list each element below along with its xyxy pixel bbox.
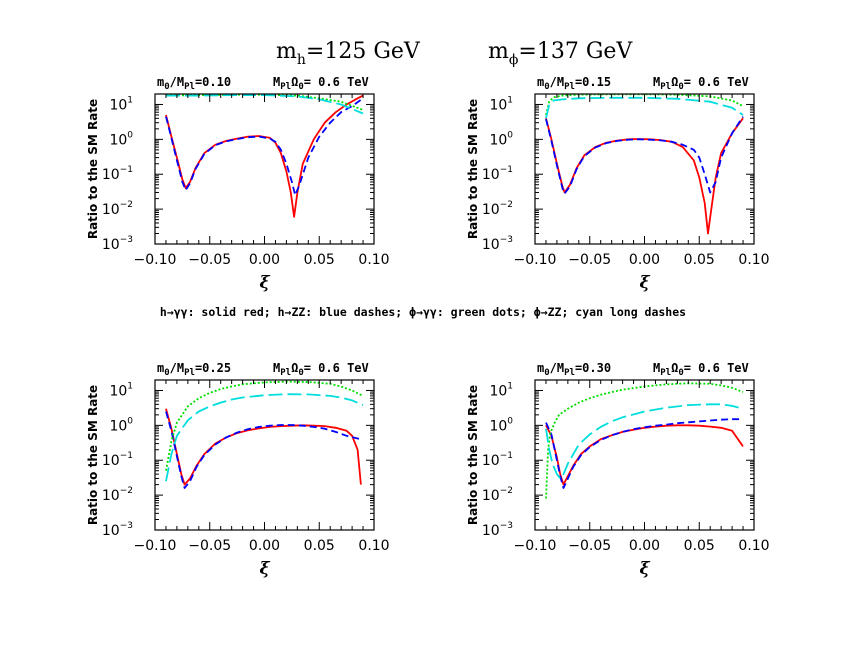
x-axis-label: ξ xyxy=(639,273,650,293)
x-tick-label: −0.05 xyxy=(568,252,611,268)
panel-4: −0.10 −0.05 0.00 0.05 0.10 10−3 10−2 10−1 100 101… xyxy=(466,361,770,579)
figure-title-left: mh=125 GeV xyxy=(276,39,421,68)
series-h-zz xyxy=(545,418,743,489)
series-h-gg xyxy=(545,424,744,486)
panel-title: m0/MPl=0.10 xyxy=(157,75,231,92)
x-tick-label: 0.05 xyxy=(684,538,715,554)
panel-title: m0/MPl=0.30 xyxy=(537,361,611,378)
plot-frame xyxy=(154,93,375,245)
y-tick-label: 10−1 xyxy=(482,451,513,469)
series-phi-zz xyxy=(545,403,744,480)
y-tick-label: 10−3 xyxy=(482,235,513,253)
x-tick-label: 0.00 xyxy=(629,252,660,268)
y-tick-label: 10−2 xyxy=(482,200,513,218)
x-axis-label: ξ xyxy=(259,273,270,293)
x-tick-label: −0.10 xyxy=(134,538,177,554)
y-tick-label: 10−2 xyxy=(102,486,133,504)
legend-text: h→γγ: solid red; h→ZZ: blue dashes; ϕ→γγ… xyxy=(160,305,686,319)
x-tick-label: −0.10 xyxy=(134,252,177,268)
panel-1: −0.10 −0.05 0.00 0.05 0.10 10−3 10−2 10−1 100 101… xyxy=(86,75,390,293)
plot-frame xyxy=(534,379,755,531)
y-axis-label: Ratio to the SM Rate xyxy=(466,385,480,525)
series-h-zz xyxy=(165,411,364,489)
y-tick-label: 10−3 xyxy=(102,521,133,539)
y-tick-label: 10−3 xyxy=(482,521,513,539)
panel-parameter: MPlΩ0= 0.6 TeV xyxy=(653,75,749,92)
panel-2: −0.10 −0.05 0.00 0.05 0.10 10−3 10−2 10−1 100 101… xyxy=(466,75,770,293)
x-tick-label: 0.10 xyxy=(358,538,389,554)
x-tick-label: −0.05 xyxy=(568,538,611,554)
x-tick-label: 0.05 xyxy=(684,252,715,268)
series-phi-gg xyxy=(545,382,744,499)
x-tick-label: 0.05 xyxy=(304,252,335,268)
x-tick-label: 0.10 xyxy=(358,252,389,268)
series-phi-zz xyxy=(165,393,364,482)
panels: −0.10 −0.05 0.00 0.05 0.10 10−3 10−2 10−1 100 101… xyxy=(86,75,770,579)
x-axis-label: ξ xyxy=(639,559,650,579)
x-tick-label: 0.00 xyxy=(249,252,280,268)
plot-frame xyxy=(154,379,375,531)
x-tick-label: −0.10 xyxy=(514,538,557,554)
y-tick-label: 10−2 xyxy=(482,486,513,504)
y-axis-label: Ratio to the SM Rate xyxy=(86,99,100,239)
y-tick-label: 10−1 xyxy=(102,165,133,183)
y-axis-label: Ratio to the SM Rate xyxy=(86,385,100,525)
y-axis-label: Ratio to the SM Rate xyxy=(466,99,480,239)
series-h-gg xyxy=(165,94,364,218)
panel-title: m0/MPl=0.15 xyxy=(537,75,611,92)
x-tick-label: 0.00 xyxy=(629,538,660,554)
y-tick-label: 10−1 xyxy=(482,165,513,183)
x-tick-label: 0.00 xyxy=(249,538,280,554)
panel-3: −0.10 −0.05 0.00 0.05 0.10 10−3 10−2 10−1 100 101… xyxy=(86,361,390,579)
panel-parameter: MPlΩ0= 0.6 TeV xyxy=(273,75,369,92)
series-phi-gg xyxy=(545,94,744,116)
series-phi-gg xyxy=(165,380,364,471)
y-tick-label: 100 xyxy=(489,416,513,434)
panel-parameter: MPlΩ0= 0.6 TeV xyxy=(273,361,369,378)
plot-frame xyxy=(534,93,755,245)
series-h-gg xyxy=(165,408,362,486)
y-tick-label: 101 xyxy=(109,95,133,113)
y-tick-label: 100 xyxy=(109,130,133,148)
x-tick-label: −0.05 xyxy=(188,252,231,268)
x-tick-label: 0.10 xyxy=(738,252,769,268)
series-h-gg xyxy=(545,117,744,235)
figure-title-right: mϕ=137 GeV xyxy=(488,39,633,68)
x-tick-label: 0.10 xyxy=(738,538,769,554)
y-tick-label: 101 xyxy=(489,381,513,399)
x-tick-label: 0.05 xyxy=(304,538,335,554)
x-tick-label: −0.05 xyxy=(188,538,231,554)
x-tick-label: −0.10 xyxy=(514,252,557,268)
series-h-zz xyxy=(545,116,744,195)
y-tick-label: 100 xyxy=(109,416,133,434)
y-tick-label: 10−3 xyxy=(102,235,133,253)
y-tick-label: 10−1 xyxy=(102,451,133,469)
series-h-zz xyxy=(165,97,364,197)
x-axis-label: ξ xyxy=(259,559,270,579)
y-tick-label: 101 xyxy=(109,381,133,399)
series-phi-zz xyxy=(166,94,364,115)
y-tick-label: 100 xyxy=(489,130,513,148)
y-tick-label: 101 xyxy=(489,95,513,113)
panel-title: m0/MPl=0.25 xyxy=(157,361,231,378)
panel-parameter: MPlΩ0= 0.6 TeV xyxy=(653,361,749,378)
y-tick-label: 10−2 xyxy=(102,200,133,218)
